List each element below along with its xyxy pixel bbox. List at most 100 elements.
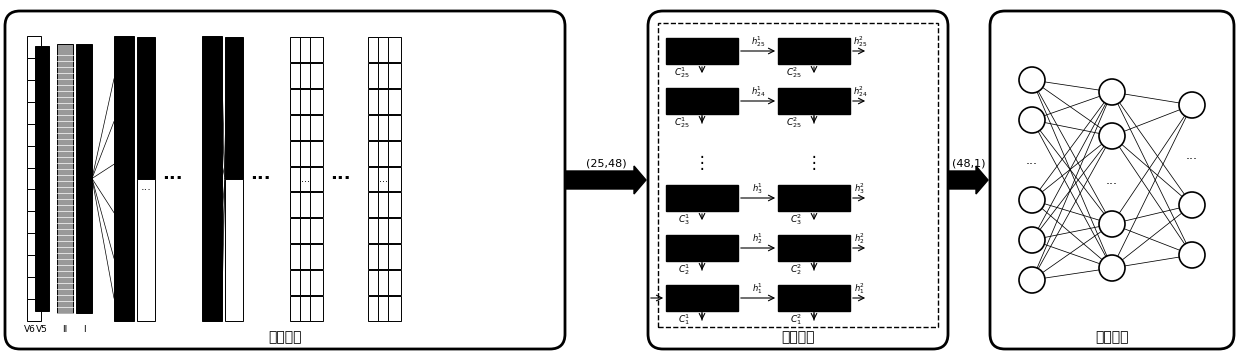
Bar [27, 299, 41, 321]
Bar [778, 285, 850, 311]
Text: ...: ... [140, 182, 151, 192]
Text: ⋮: ⋮ [805, 154, 823, 171]
Text: V6: V6 [24, 325, 36, 334]
Bar [378, 270, 392, 295]
Circle shape [1099, 123, 1125, 149]
Text: $C^2_1$: $C^2_1$ [789, 312, 802, 327]
Bar [310, 167, 323, 191]
Bar [388, 167, 401, 191]
Bar [378, 218, 392, 243]
Bar [27, 146, 41, 167]
Bar [290, 270, 304, 295]
Bar [388, 141, 401, 166]
Bar [27, 167, 41, 190]
Text: $C^2_{25}$: $C^2_{25}$ [787, 65, 802, 80]
Bar [388, 244, 401, 269]
Text: $h^2_{25}$: $h^2_{25}$ [852, 34, 867, 49]
Bar [290, 296, 304, 321]
Text: $h^1_{24}$: $h^1_{24}$ [751, 84, 766, 99]
Bar [368, 89, 382, 114]
Bar [290, 141, 304, 166]
Text: (48,1): (48,1) [953, 158, 986, 168]
Bar [667, 38, 738, 64]
Text: $C^2_{25}$: $C^2_{25}$ [787, 115, 802, 130]
Bar [27, 80, 41, 102]
Bar [225, 37, 243, 179]
Bar [368, 115, 382, 140]
FancyBboxPatch shape [990, 11, 1234, 349]
Text: $h^1_{25}$: $h^1_{25}$ [751, 34, 766, 49]
Bar [138, 37, 155, 179]
Bar [388, 37, 401, 62]
Bar [368, 270, 382, 295]
FancyBboxPatch shape [5, 11, 565, 349]
Bar [778, 235, 850, 261]
Bar [290, 63, 304, 88]
Bar [27, 102, 41, 124]
Text: $h^1_2$: $h^1_2$ [752, 231, 763, 246]
Bar [388, 218, 401, 243]
Bar [378, 167, 392, 191]
Circle shape [1018, 67, 1044, 93]
Text: I: I [83, 325, 85, 334]
Bar [310, 270, 323, 295]
Circle shape [1018, 187, 1044, 213]
FancyArrow shape [565, 166, 646, 194]
Bar [300, 37, 313, 62]
Bar [290, 89, 304, 114]
Bar [667, 185, 738, 211]
Bar [27, 124, 41, 146]
Bar [76, 44, 92, 313]
Bar [368, 192, 382, 217]
Bar [378, 296, 392, 321]
Bar [35, 46, 50, 311]
Bar [368, 296, 382, 321]
Text: ···: ··· [161, 170, 182, 187]
Bar [378, 192, 392, 217]
Bar [368, 141, 382, 166]
Text: $h^2_1$: $h^2_1$ [855, 281, 866, 296]
Bar [310, 63, 323, 88]
Text: ...: ... [1026, 154, 1038, 166]
Circle shape [1099, 211, 1125, 237]
Text: $C^2_2$: $C^2_2$ [789, 262, 802, 277]
Text: $C^1_2$: $C^1_2$ [678, 262, 690, 277]
Text: $C^2_3$: $C^2_3$ [789, 212, 802, 227]
Bar [378, 115, 392, 140]
Circle shape [1018, 267, 1044, 293]
Bar [57, 44, 73, 313]
Bar [388, 270, 401, 295]
Text: $C^1_3$: $C^1_3$ [678, 212, 690, 227]
Bar [778, 88, 850, 114]
Bar [667, 88, 738, 114]
Bar [378, 63, 392, 88]
Bar [27, 277, 41, 299]
Circle shape [1180, 92, 1206, 118]
Bar [27, 255, 41, 277]
Bar [667, 285, 738, 311]
Text: $C^1_{25}$: $C^1_{25}$ [674, 65, 690, 80]
Bar [290, 37, 304, 62]
Bar [310, 37, 323, 62]
Bar [658, 23, 938, 327]
Circle shape [1099, 79, 1125, 105]
Bar [138, 179, 155, 321]
Bar [290, 192, 304, 217]
Bar [368, 63, 382, 88]
Bar [778, 185, 850, 211]
Text: II: II [62, 325, 68, 334]
Bar [300, 115, 313, 140]
Text: ···: ··· [250, 170, 270, 187]
Text: 特征提取: 特征提取 [269, 330, 302, 344]
Bar [114, 36, 134, 321]
Bar [778, 38, 850, 64]
Bar [300, 141, 313, 166]
Bar [300, 296, 313, 321]
Bar [388, 63, 401, 88]
Text: $h^2_2$: $h^2_2$ [855, 231, 866, 246]
Text: $C^1_1$: $C^1_1$ [678, 312, 690, 327]
Bar [378, 141, 392, 166]
Text: $h^1_3$: $h^1_3$ [752, 181, 763, 196]
Bar [388, 115, 401, 140]
Bar [368, 244, 382, 269]
